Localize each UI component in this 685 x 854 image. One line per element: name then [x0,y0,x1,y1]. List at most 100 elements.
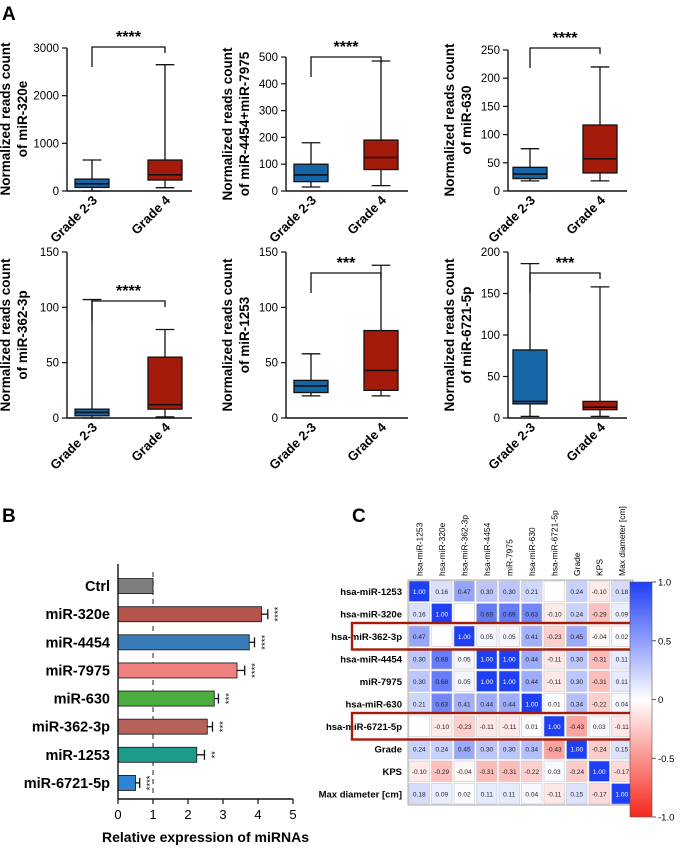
cell-value: 0.44 [525,679,538,686]
cell-value: -0.29 [592,611,607,618]
cell-value: -0.04 [592,634,607,641]
y-tick-label: 0 [494,413,500,425]
y-axis-label-line-2: of miR-630 [459,85,474,154]
bar-significance: **** [273,606,284,621]
cell-value: 0.02 [615,634,628,641]
column-label: hsa-miR-362-3p [459,515,469,576]
box-iqr [293,163,329,183]
heatmap-cell [408,625,430,647]
cell-value: 0.24 [413,746,426,753]
boxplot-4: 0 50 100 150 Normalized reads countof miR-36… [0,247,192,473]
heatmap-cell [453,603,475,625]
row-label: hsa-miR-362-3p [331,632,402,643]
cell-value: 0.11 [616,679,629,686]
y-axis-label-line-1: Normalized reads count [0,42,13,196]
cell-value: 0.45 [458,746,471,753]
row-label: Grade [375,744,402,755]
y-axis-label-line-2: of miR-320e [15,80,30,157]
bar-row: miR-4454 **** [46,634,271,651]
heatmap-cell [476,715,498,737]
cell-value: 0.44 [525,656,538,663]
cell-value: 0.24 [570,611,583,618]
heatmap-cell [521,580,543,602]
cell-value: 0.05 [458,679,471,686]
colorbar-tick-label: -1.0 [658,813,674,824]
y-axis-label-line-2: of miR-6721-5p [459,287,474,384]
cell-value: 0.68 [435,656,448,663]
cell-value: 0.05 [480,634,493,641]
heatmap-cell [543,670,565,692]
box-iqr [512,349,548,405]
y-axis-label-line-1: Normalized reads count [0,258,13,412]
row-label: hsa-miR-1253 [340,587,402,598]
bar-category-label: Ctrl [85,579,110,595]
cell-value: 0.11 [503,791,516,798]
heatmap-cell [453,783,475,805]
significance-label: *** [556,255,575,272]
row-label: KPS [382,767,402,778]
heatmap-cell [521,625,543,647]
cell-value: 0.34 [570,701,583,708]
heatmap-cell [521,760,543,782]
y-tick-label: 150 [259,247,278,259]
cell-value: 0.11 [616,656,629,663]
cell-value: -0.17 [614,769,629,776]
significance-label: **** [334,39,360,56]
box-grade-4: Grade 4 [563,286,618,464]
bar-significance: **** [145,775,156,790]
cell-value: 0.03 [593,724,606,731]
y-tick-label: 150 [40,247,59,259]
cell-value: 0.69 [503,611,516,618]
cell-value: -0.29 [434,769,449,776]
heatmap-cell [431,715,453,737]
x-tick-label: Grade 2-3 [485,420,538,473]
heatmap-cell [431,580,453,602]
cell-value: 0.45 [570,634,583,641]
x-tick-label: 1 [149,807,156,822]
y-axis-label-line-2: of miR-4454+miR-7975 [237,51,252,196]
heatmap-cell [476,783,498,805]
box-grade-4: Grade 4 [344,264,399,464]
colorbar-tick-label: 1.0 [658,578,671,589]
cell-value: 0.24 [570,589,583,596]
x-tick-label: Grade 4 [128,192,173,237]
cell-value: 0.11 [481,791,494,798]
bar [117,718,208,735]
y-axis-label: Normalized reads count of miR-6721-5p [442,258,474,412]
heatmap-cell [521,715,543,737]
significance-bracket [529,47,601,68]
heatmap-cell [566,783,588,805]
cell-value: 0.30 [570,656,583,663]
boxplot-2: 0 100 200 300 400 500 Normalized reads count of… [220,39,408,246]
y-axis-label-line-2: of miR-1253 [237,296,252,373]
cell-value: 0.15 [570,791,583,798]
y-axis-label: Normalized reads countof miR-362-3p [0,258,30,412]
cell-value: -0.22 [592,701,607,708]
cell-value: 0.30 [503,589,516,596]
bar-row: miR-362-3p *** [32,718,229,736]
cell-value: -0.22 [524,769,539,776]
cell-value: 0.30 [503,746,516,753]
heatmap-cell [588,580,610,602]
significance-bracket [91,300,166,321]
heatmap-cell [498,715,520,737]
box-iqr [512,166,548,180]
heatmap-cell [566,760,588,782]
heatmap-cell [543,760,565,782]
x-tick-label: Grade 4 [344,192,389,237]
significance-bracket [310,56,382,77]
y-axis-label-line-2: of miR-362-3p [15,290,30,379]
cell-value: -0.43 [569,724,584,731]
x-tick-label: 2 [184,807,191,822]
bar [117,606,262,623]
box-iqr [582,124,618,174]
heatmap-cell [431,670,453,692]
cell-value: -0.31 [592,679,607,686]
cell-value: 0.24 [435,746,448,753]
y-tick-label: 0 [272,413,278,425]
y-tick-label: 500 [259,52,278,64]
cell-value: 0.01 [548,701,561,708]
box-grade-4: Grade 4 [128,64,183,237]
cell-value: 0.41 [525,634,538,641]
